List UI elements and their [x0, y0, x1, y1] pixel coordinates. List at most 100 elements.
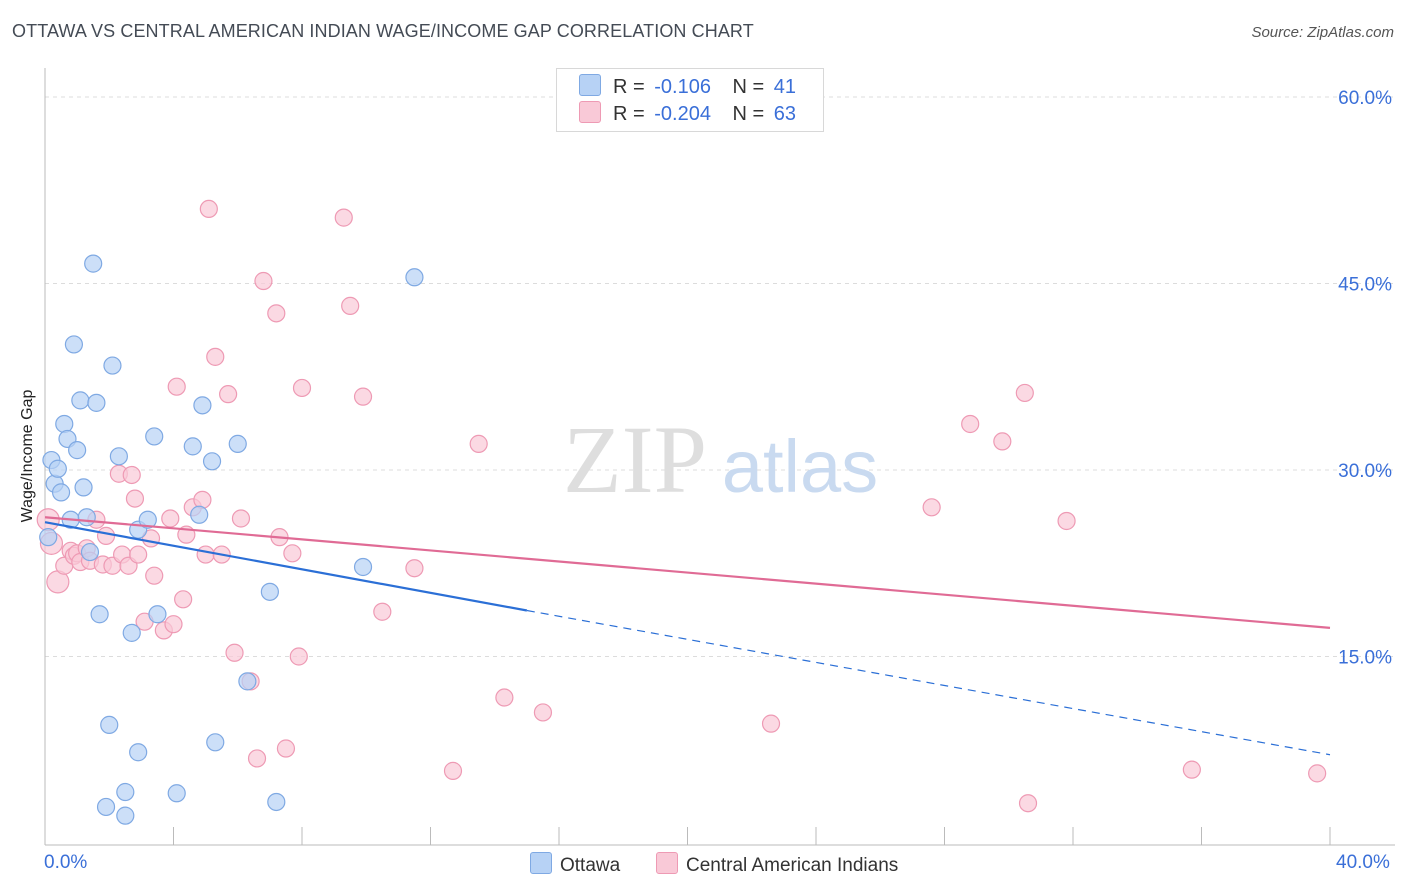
- cai-point: [96, 526, 116, 545]
- legend-row-cai: R = -0.204 N = 63: [579, 101, 796, 127]
- cai-point: [533, 703, 553, 722]
- cai-point: [292, 378, 312, 398]
- cai-point: [1182, 760, 1201, 779]
- cai-point: [231, 509, 251, 528]
- cai-point: [206, 347, 225, 366]
- legend-row-ottawa: R = -0.106 N = 41: [579, 74, 796, 100]
- legend-label-ottawa: Ottawa: [560, 855, 621, 876]
- cai-point: [334, 208, 353, 227]
- cai-point: [922, 498, 941, 517]
- cai-point: [373, 602, 392, 621]
- legend-r-value: -0.204: [654, 103, 711, 125]
- ottawa-point: [202, 452, 222, 471]
- ottawa-swatch: [579, 74, 601, 96]
- cai-point: [167, 377, 186, 396]
- legend-r-label: R =: [613, 76, 645, 98]
- ottawa-point: [145, 427, 164, 446]
- cai-swatch: [579, 101, 601, 123]
- ottawa-point: [77, 508, 96, 527]
- ottawa-point: [87, 393, 106, 412]
- ottawa-point: [80, 542, 100, 562]
- ottawa-point: [238, 672, 257, 691]
- ottawa-trend-line: [44, 521, 528, 612]
- cai-point: [761, 714, 781, 733]
- cai-point: [174, 590, 193, 609]
- data-points: [36, 199, 1327, 825]
- legend-item-cai: Central American Indians: [656, 852, 898, 877]
- cai-point: [145, 566, 164, 585]
- ottawa-point: [122, 623, 141, 642]
- cai-point: [122, 465, 141, 485]
- cai-point: [961, 414, 980, 434]
- watermark-zip: ZIP: [563, 406, 707, 513]
- cai-point: [289, 647, 308, 666]
- trend-lines: [44, 516, 1331, 756]
- cai-point: [1057, 511, 1076, 531]
- y-tick-label: 15.0%: [1338, 648, 1392, 669]
- cai-point: [1308, 764, 1327, 783]
- legend-n-value: 63: [773, 103, 797, 125]
- ottawa-point: [90, 605, 109, 624]
- ottawa-point: [84, 254, 103, 273]
- cai-point: [469, 434, 488, 453]
- ottawa-point: [228, 434, 247, 453]
- cai-point: [193, 490, 212, 509]
- stats-legend: R = -0.106 N = 41 R = -0.204 N = 63: [556, 68, 824, 132]
- cai-point: [129, 545, 148, 564]
- cai-point: [164, 615, 183, 634]
- ottawa-point: [193, 396, 212, 415]
- axes: [44, 68, 1395, 846]
- legend-n-label: N =: [732, 76, 765, 98]
- legend-r-value: -0.106: [654, 76, 711, 98]
- cai-point: [283, 544, 302, 563]
- ottawa-point: [267, 792, 286, 812]
- ottawa-point: [109, 447, 128, 466]
- ottawa-point: [129, 743, 148, 762]
- ottawa-point: [183, 437, 202, 456]
- ottawa-point: [103, 356, 122, 375]
- cai-point: [405, 559, 424, 578]
- source-note: Source: ZipAtlas.com: [1251, 24, 1394, 41]
- legend-label-cai: Central American Indians: [686, 855, 899, 876]
- ottawa-point: [55, 414, 74, 434]
- cai-point: [443, 761, 463, 780]
- cai-point: [254, 271, 273, 291]
- ottawa-point: [68, 441, 87, 460]
- cai-point: [196, 545, 215, 564]
- ottawa-point: [71, 391, 90, 410]
- ottawa-point: [167, 784, 186, 803]
- cai-point: [225, 643, 244, 662]
- cai-point: [247, 749, 267, 768]
- ottawa-point: [96, 797, 116, 817]
- ottawa-point: [100, 715, 119, 734]
- cai-trend-line: [44, 516, 1331, 629]
- ottawa-point: [51, 483, 71, 502]
- cai-point: [219, 385, 238, 404]
- cai-point: [495, 688, 514, 707]
- cai-point: [267, 304, 286, 323]
- legend-n-label: N =: [732, 103, 765, 125]
- watermark-atlas: atlas: [722, 425, 878, 508]
- cai-point: [1015, 383, 1034, 403]
- chart-title: OTTAWA VS CENTRAL AMERICAN INDIAN WAGE/I…: [12, 21, 754, 41]
- gridlines: [45, 96, 1395, 657]
- ottawa-point: [74, 478, 93, 497]
- cai-point: [1018, 794, 1038, 813]
- cai-point: [353, 387, 373, 406]
- y-tick-label: 45.0%: [1338, 275, 1392, 296]
- ottawa-point: [116, 782, 135, 802]
- x-tick-label-min: 0.0%: [44, 852, 88, 873]
- cai-point: [341, 296, 360, 315]
- ottawa-point: [48, 459, 67, 478]
- cai-point: [993, 432, 1012, 451]
- ottawa-point: [190, 505, 209, 524]
- ottawa-point: [64, 335, 84, 354]
- cai-point: [161, 509, 180, 528]
- legend-item-ottawa: Ottawa: [530, 852, 620, 877]
- ottawa-point: [405, 268, 424, 287]
- cai-point: [36, 508, 60, 532]
- y-tick-label: 60.0%: [1338, 88, 1392, 109]
- ottawa-point: [39, 528, 58, 547]
- cai-point: [276, 739, 296, 758]
